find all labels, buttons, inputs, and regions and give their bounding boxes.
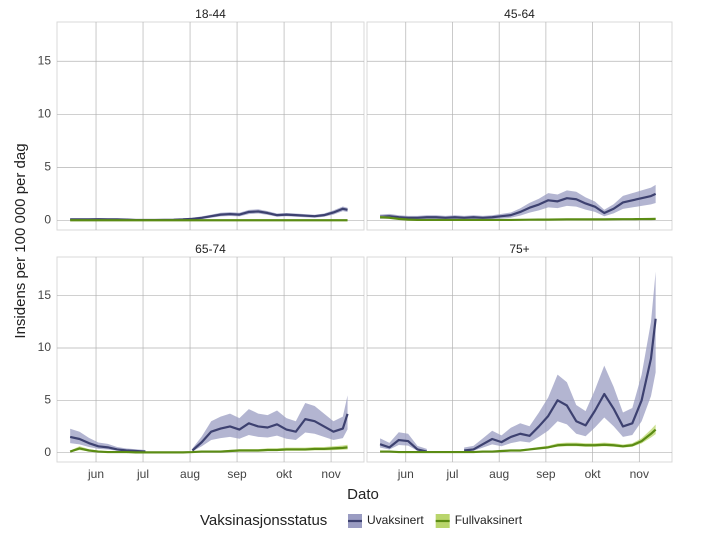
x-tick-label: aug (489, 467, 509, 481)
panel-border (56, 256, 365, 463)
panel-border (366, 21, 673, 231)
x-tick-label: jun (397, 467, 414, 481)
y-tick-label: 5 (44, 160, 51, 174)
series-line (380, 216, 656, 222)
confidence-band (192, 395, 348, 452)
y-tick-label: 5 (44, 392, 51, 406)
facet-title: 18-44 (195, 7, 226, 21)
series-line (380, 428, 657, 454)
y-tick-label: 15 (38, 53, 52, 67)
series-line (379, 318, 657, 453)
legend-label: Fullvaksinert (455, 513, 523, 527)
y-tick-label: 10 (38, 340, 52, 354)
series-line (380, 192, 657, 219)
x-tick-label: nov (321, 467, 340, 481)
y-tick-label: 0 (44, 213, 51, 227)
x-tick-label: nov (630, 467, 649, 481)
y-axis-title: Insidens per 100 000 per dag (12, 143, 29, 338)
panel-border (366, 256, 673, 463)
y-tick-label: 15 (38, 288, 52, 302)
legend-title: Vaksinasjonsstatus (200, 512, 327, 529)
y-tick-label: 0 (44, 445, 51, 459)
x-tick-label: jul (136, 467, 149, 481)
panel-border (56, 21, 365, 231)
confidence-band (464, 271, 656, 452)
facet-title: 75+ (509, 242, 529, 256)
x-tick-label: aug (180, 467, 200, 481)
confidence-band (70, 428, 146, 452)
x-tick-label: okt (585, 467, 602, 481)
confidence-band (380, 184, 656, 220)
x-tick-label: jul (445, 467, 458, 481)
series-line (69, 446, 348, 454)
series-line (69, 413, 349, 453)
y-tick-label: 10 (38, 106, 52, 120)
x-tick-label: sep (536, 467, 556, 481)
x-tick-label: sep (227, 467, 247, 481)
legend-label: Uvaksinert (367, 513, 424, 527)
facet-title: 45-64 (504, 7, 535, 21)
x-axis-title: Dato (347, 486, 379, 503)
facet-title: 65-74 (195, 242, 226, 256)
x-tick-label: jun (87, 467, 104, 481)
x-tick-label: okt (276, 467, 293, 481)
